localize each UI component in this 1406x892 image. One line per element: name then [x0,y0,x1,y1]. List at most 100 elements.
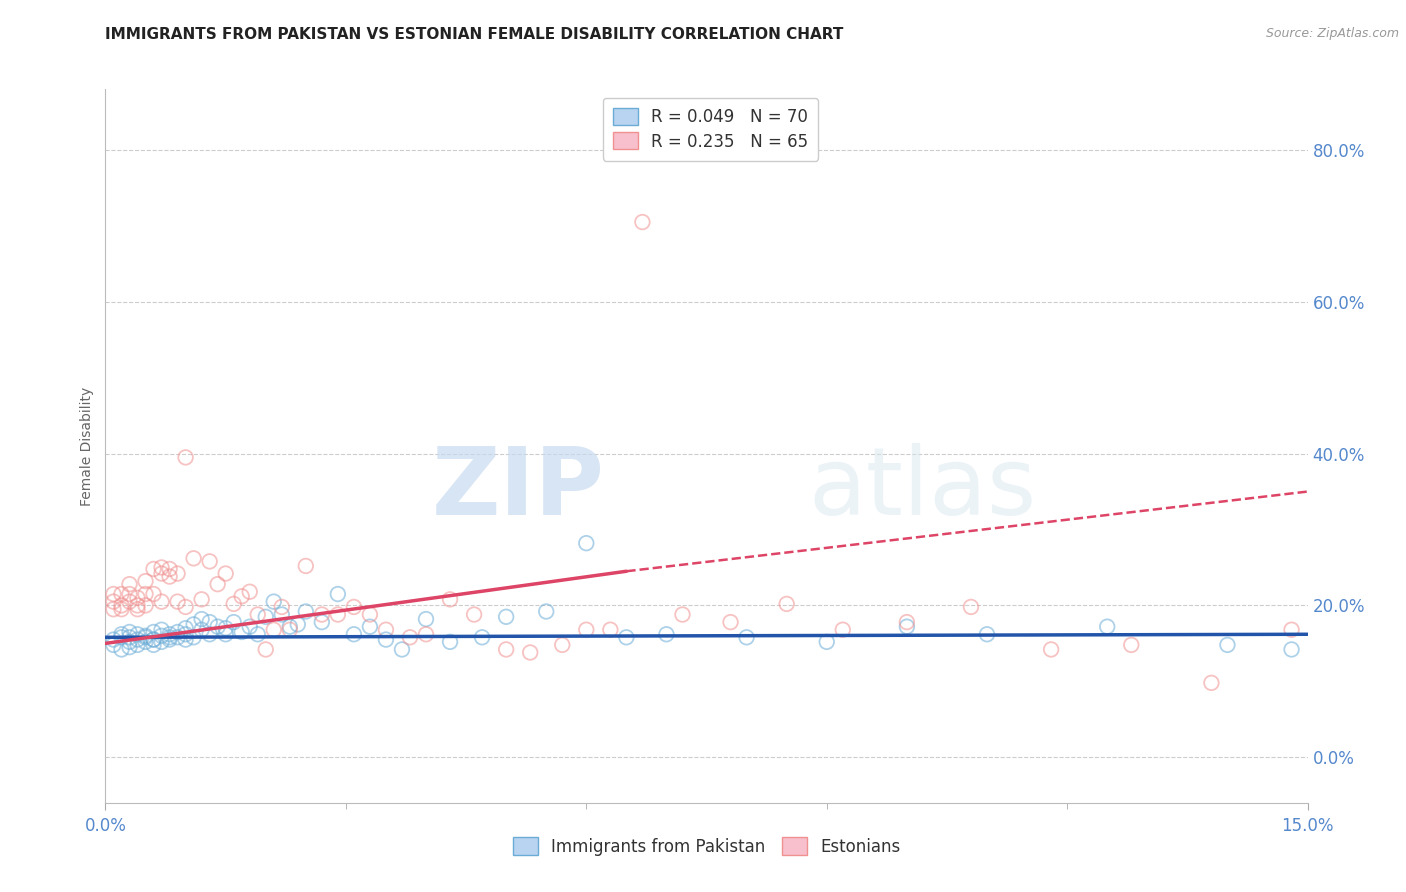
Point [1216,638,1239,652]
Point [103,594,125,608]
Point [103,602,125,616]
Point [150,560,173,574]
Point [231,590,253,604]
Point [183,617,205,632]
Point [150,635,173,649]
Point [1097,620,1119,634]
Point [1281,642,1303,657]
Point [254,609,277,624]
Point [142,632,165,647]
Point [399,630,422,644]
Point [519,645,541,659]
Point [150,594,173,608]
Point [575,623,598,637]
Point [135,599,157,613]
Point [135,630,157,644]
Point [174,621,197,635]
Point [110,599,132,613]
Point [534,605,557,619]
Point [1040,642,1063,657]
Point [110,602,132,616]
Point [174,627,197,641]
Point [831,623,853,637]
Point [207,620,229,634]
Point [174,450,197,465]
Point [815,635,838,649]
Point [359,607,381,622]
Point [896,620,918,634]
Point [198,554,221,568]
Point [551,638,574,652]
Point [190,623,212,637]
Point [183,551,205,566]
Point [471,630,494,644]
Point [159,562,181,576]
Point [174,599,197,614]
Point [142,562,165,576]
Point [326,607,349,622]
Text: Source: ZipAtlas.com: Source: ZipAtlas.com [1265,27,1399,40]
Point [142,638,165,652]
Point [278,620,301,634]
Point [135,587,157,601]
Point [166,625,188,640]
Legend: Immigrants from Pakistan, Estonians: Immigrants from Pakistan, Estonians [506,830,907,863]
Point [127,591,149,605]
Point [183,630,205,644]
Point [295,558,318,573]
Point [135,635,157,649]
Point [343,627,366,641]
Point [118,594,141,608]
Point [150,629,173,643]
Point [246,607,269,622]
Point [118,640,141,655]
Point [278,623,301,637]
Point [166,630,188,644]
Point [359,620,381,634]
Point [1121,638,1143,652]
Point [142,625,165,640]
Point [415,627,437,641]
Point [439,592,461,607]
Point [190,612,212,626]
Point [263,594,285,608]
Point [575,536,598,550]
Point [599,623,621,637]
Point [239,584,262,599]
Point [159,630,181,644]
Point [198,627,221,641]
Point [222,615,245,629]
Point [463,607,485,622]
Point [976,627,998,641]
Point [960,599,983,614]
Text: atlas: atlas [808,442,1038,535]
Point [118,577,141,591]
Point [631,215,654,229]
Point [270,599,292,614]
Point [118,587,141,601]
Point [311,607,333,622]
Point [254,642,277,657]
Point [415,612,437,626]
Point [127,599,149,613]
Point [127,638,149,652]
Point [135,629,157,643]
Point [118,630,141,644]
Point [735,630,758,644]
Point [150,566,173,581]
Point [231,625,253,640]
Point [127,602,149,616]
Point [671,607,693,622]
Point [270,607,292,622]
Point [311,615,333,629]
Point [374,623,398,637]
Point [198,615,221,629]
Point [110,642,132,657]
Point [103,632,125,647]
Point [391,642,413,657]
Text: IMMIGRANTS FROM PAKISTAN VS ESTONIAN FEMALE DISABILITY CORRELATION CHART: IMMIGRANTS FROM PAKISTAN VS ESTONIAN FEM… [105,27,844,42]
Point [110,627,132,641]
Point [159,569,181,583]
Point [263,623,285,637]
Point [239,620,262,634]
